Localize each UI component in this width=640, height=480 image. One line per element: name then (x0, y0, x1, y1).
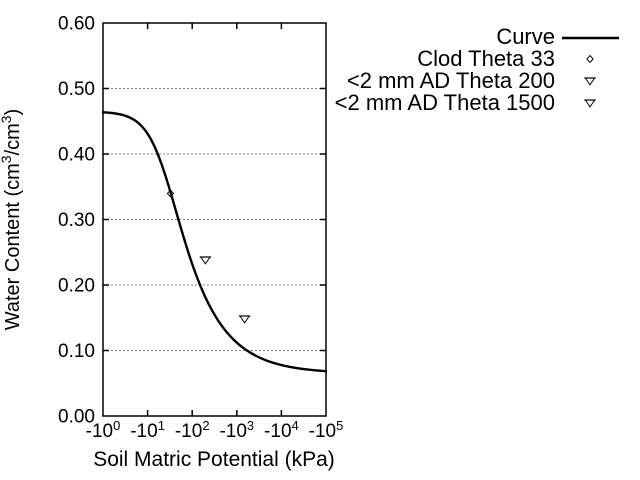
svg-text:0.10: 0.10 (58, 341, 95, 362)
svg-text:0.50: 0.50 (58, 79, 95, 100)
svg-text:Water Content (cm3/cm3): Water Content (cm3/cm3) (0, 109, 24, 331)
svg-text:0.30: 0.30 (58, 210, 95, 231)
svg-text:Soil Matric Potential (kPa): Soil Matric Potential (kPa) (93, 448, 335, 471)
svg-text:0.20: 0.20 (58, 276, 95, 297)
svg-text:0.40: 0.40 (58, 145, 95, 166)
svg-text:<2 mm AD Theta 1500: <2 mm AD Theta 1500 (335, 90, 555, 115)
svg-text:0.60: 0.60 (58, 14, 95, 35)
